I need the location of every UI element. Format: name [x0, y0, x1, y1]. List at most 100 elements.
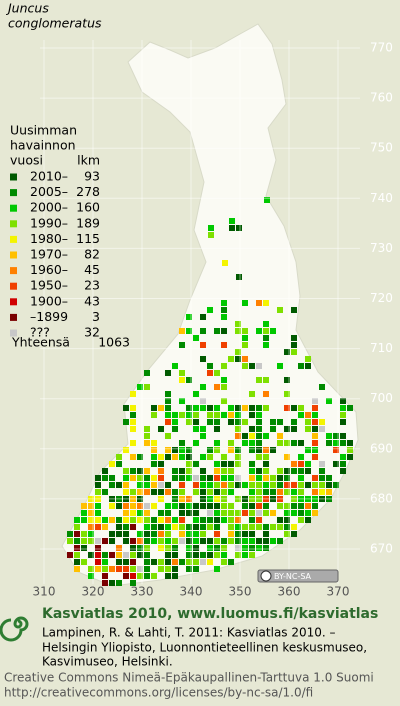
- grid-square: [207, 503, 213, 509]
- grid-square: [172, 559, 178, 565]
- grid-square: [172, 419, 178, 425]
- grid-square: [151, 524, 157, 530]
- grid-square: [214, 412, 220, 418]
- grid-square: [130, 426, 136, 432]
- grid-square: [312, 405, 318, 411]
- grid-square: [200, 489, 206, 495]
- grid-square: [172, 363, 178, 369]
- grid-square: [235, 482, 241, 488]
- grid-square: [186, 524, 192, 530]
- grid-square: [193, 391, 199, 397]
- grid-square: [256, 503, 262, 509]
- grid-square: [242, 335, 248, 341]
- grid-square: [235, 405, 241, 411]
- grid-square: [326, 440, 332, 446]
- grid-square: [200, 524, 206, 530]
- grid-square: [249, 468, 255, 474]
- grid-square: [312, 482, 318, 488]
- grid-square: [200, 531, 206, 537]
- grid-square: [207, 559, 213, 565]
- grid-square: [214, 531, 220, 537]
- grid-square: [256, 433, 262, 439]
- grid-square: [235, 454, 241, 460]
- grid-square: [249, 475, 255, 481]
- grid-square: [298, 489, 304, 495]
- grid-square: [235, 475, 241, 481]
- grid-square: [284, 377, 290, 383]
- grid-square: [270, 538, 276, 544]
- grid-square: [235, 412, 241, 418]
- grid-square: [312, 426, 318, 432]
- grid-square: [109, 538, 115, 544]
- grid-square: [186, 461, 192, 467]
- grid-square: [305, 419, 311, 425]
- grid-east-label: 350: [229, 585, 252, 599]
- grid-east-label: 310: [33, 585, 56, 599]
- grid-square: [109, 482, 115, 488]
- grid-square: [221, 307, 227, 313]
- grid-square: [200, 426, 206, 432]
- legend-label: –1899: [30, 309, 68, 324]
- grid-square: [130, 440, 136, 446]
- grid-square: [144, 503, 150, 509]
- grid-square: [221, 468, 227, 474]
- grid-square: [165, 545, 171, 551]
- grid-square: [137, 384, 143, 390]
- grid-square: [130, 503, 136, 509]
- grid-square: [81, 538, 87, 544]
- grid-square: [123, 503, 129, 509]
- grid-square: [130, 552, 136, 558]
- grid-square: [235, 552, 241, 558]
- grid-square: [291, 440, 297, 446]
- grid-square: [179, 489, 185, 495]
- grid-square: [179, 517, 185, 523]
- grid-square: [340, 454, 346, 460]
- grid-square: [95, 559, 101, 565]
- grid-square: [305, 503, 311, 509]
- grid-north-label: 740: [370, 191, 393, 205]
- grid-square: [165, 412, 171, 418]
- grid-square: [347, 454, 353, 460]
- grid-square: [193, 517, 199, 523]
- grid-square: [228, 503, 234, 509]
- legend-swatch: [10, 173, 17, 181]
- grid-square: [263, 503, 269, 509]
- grid-square: [165, 489, 171, 495]
- grid-square: [158, 538, 164, 544]
- legend-count: 115: [76, 231, 100, 246]
- grid-square: [193, 552, 199, 558]
- grid-square: [221, 503, 227, 509]
- grid-square: [186, 510, 192, 516]
- grid-square: [165, 517, 171, 523]
- grid-square: [144, 370, 150, 376]
- grid-square: [151, 454, 157, 460]
- grid-square: [242, 405, 248, 411]
- grid-square: [74, 531, 80, 537]
- grid-square: [263, 510, 269, 516]
- grid-square: [95, 475, 101, 481]
- grid-square: [207, 545, 213, 551]
- grid-square: [298, 405, 304, 411]
- grid-square: [186, 475, 192, 481]
- grid-square: [130, 475, 136, 481]
- grid-square: [284, 468, 290, 474]
- grid-square: [137, 552, 143, 558]
- grid-square: [144, 468, 150, 474]
- grid-square: [179, 510, 185, 516]
- grid-square: [95, 538, 101, 544]
- grid-square: [305, 412, 311, 418]
- grid-square: [263, 405, 269, 411]
- grid-square: [340, 468, 346, 474]
- grid-square: [256, 524, 262, 530]
- grid-east-label: 320: [82, 585, 105, 599]
- grid-square: [256, 377, 262, 383]
- grid-square: [312, 419, 318, 425]
- grid-square: [284, 405, 290, 411]
- grid-square: [228, 524, 234, 530]
- grid-square: [95, 545, 101, 551]
- grid-square: [263, 475, 269, 481]
- grid-square: [123, 468, 129, 474]
- grid-square: [228, 510, 234, 516]
- grid-square: [270, 510, 276, 516]
- grid-square: [256, 475, 262, 481]
